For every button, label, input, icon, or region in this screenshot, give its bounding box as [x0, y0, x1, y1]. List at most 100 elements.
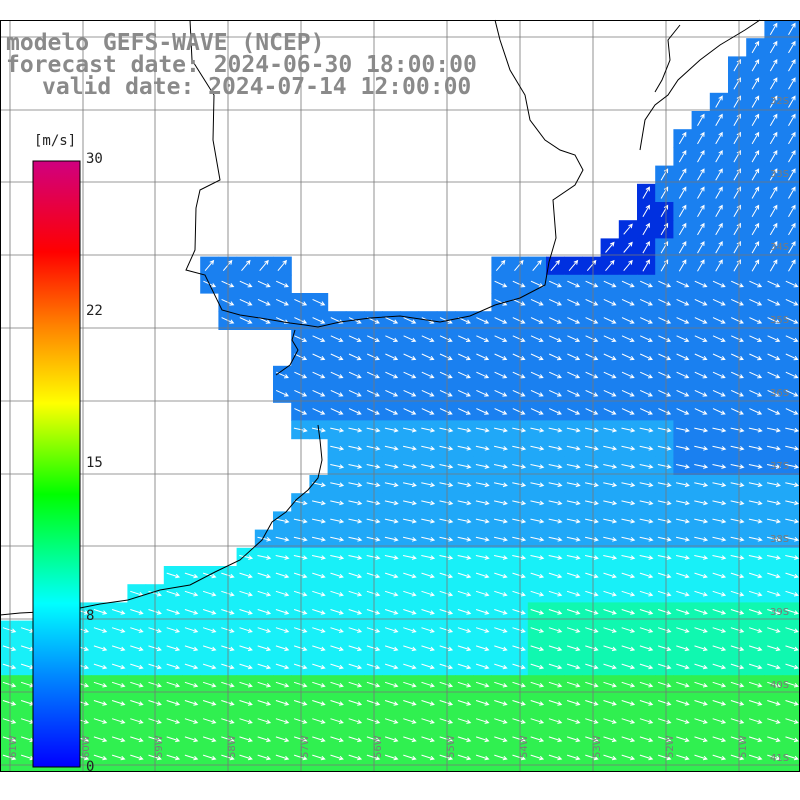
wind-arrow: [678, 131, 687, 145]
wind-arrow: [621, 389, 635, 397]
wind-arrow: [166, 627, 181, 633]
wind-arrow: [567, 773, 579, 778]
wind-cell: [236, 766, 256, 772]
wind-arrow: [585, 663, 599, 670]
wind-arrow: [603, 627, 617, 633]
wind-arrow: [475, 482, 490, 488]
wind-arrow: [239, 627, 253, 633]
wind-arrow: [621, 500, 636, 506]
wind-arrow: [348, 371, 362, 379]
wind-arrow: [751, 95, 760, 108]
wind-arrow: [348, 555, 363, 560]
wind-arrow: [275, 681, 290, 688]
wind-arrow: [639, 298, 653, 306]
wind-arrow: [384, 736, 399, 743]
wind-arrow: [788, 131, 796, 145]
wind-arrow: [766, 555, 781, 560]
wind-arrow: [221, 718, 235, 724]
wind-arrow: [476, 408, 490, 415]
wind-arrow: [512, 408, 526, 415]
wind-arrow: [730, 536, 745, 542]
wind-arrow: [712, 464, 727, 469]
wind-arrow: [548, 371, 562, 379]
wind-cell: [54, 766, 74, 772]
wind-arrow: [715, 241, 723, 254]
wind-arrow: [221, 754, 235, 761]
lat-label: 32S: [770, 96, 789, 107]
wind-arrow: [185, 773, 197, 778]
wind-arrow: [621, 645, 636, 652]
wind-arrow: [694, 518, 709, 524]
wind-arrow: [658, 773, 670, 778]
wind-arrow: [751, 131, 760, 145]
wind-arrow: [366, 335, 380, 342]
wind-arrow: [788, 150, 796, 163]
wind-arrow: [657, 500, 672, 506]
wind-arrow: [676, 773, 688, 778]
wind-arrow: [715, 95, 723, 108]
wind-arrow: [204, 259, 215, 272]
wind-arrow: [439, 371, 453, 379]
wind-arrow: [493, 555, 508, 560]
wind-arrow: [384, 681, 399, 688]
wind-arrow: [493, 427, 508, 433]
wind-arrow: [384, 555, 399, 560]
wind-arrow: [639, 736, 654, 743]
lat-label: 41S: [770, 753, 789, 764]
wind-arrow: [476, 389, 490, 397]
wind-arrow: [421, 700, 435, 706]
wind-arrow: [603, 736, 617, 743]
wind-arrow: [166, 609, 181, 615]
wind-cell: [455, 766, 474, 772]
wind-arrow: [548, 445, 563, 451]
wind-arrow: [457, 464, 472, 469]
wind-arrow: [293, 754, 308, 761]
wind-arrow: [294, 317, 308, 324]
lon-label: 58W: [227, 735, 238, 758]
wind-arrow: [566, 718, 581, 724]
wind-arrow: [312, 590, 326, 597]
wind-arrow: [512, 445, 527, 451]
wind-arrow: [603, 353, 617, 361]
wind-arrow: [421, 555, 436, 560]
wind-arrow: [675, 445, 690, 451]
wind-arrow: [530, 408, 544, 415]
wind-arrow: [402, 445, 417, 451]
wind-arrow: [366, 555, 381, 560]
wind-arrow: [239, 700, 253, 706]
wind-arrow: [748, 609, 763, 615]
wind-arrow: [512, 663, 526, 670]
wind-arrow: [621, 736, 636, 743]
wind-arrow: [566, 572, 581, 579]
wind-arrow: [384, 518, 399, 524]
wind-arrow: [584, 500, 599, 506]
wind-cell: [127, 766, 147, 772]
wind-arrow: [678, 186, 687, 199]
wind-arrow: [712, 645, 727, 652]
wind-arrow: [676, 645, 690, 652]
wind-arrow: [676, 663, 690, 670]
wind-arrow: [312, 389, 326, 397]
wind-arrow: [621, 609, 636, 615]
wind-arrow: [494, 736, 508, 743]
wind-arrow: [621, 572, 636, 579]
wind-arrow: [494, 700, 508, 706]
wind-arrow: [748, 464, 763, 469]
wind-arrow: [639, 445, 654, 451]
wind-arrow: [457, 445, 472, 451]
wind-arrow: [621, 555, 636, 560]
wind-arrow: [221, 590, 235, 597]
wind-arrow: [530, 736, 545, 743]
wind-arrow: [457, 754, 472, 761]
wind-arrow: [293, 627, 308, 633]
lat-label: 37S: [770, 461, 789, 472]
wind-arrow: [567, 335, 581, 342]
wind-arrow: [751, 40, 760, 54]
wind-arrow: [658, 389, 672, 397]
wind-arrow: [239, 645, 253, 652]
wind-arrow: [712, 609, 727, 615]
wind-arrow: [549, 773, 561, 778]
wind-arrow: [530, 298, 544, 306]
wind-arrow: [130, 681, 144, 688]
